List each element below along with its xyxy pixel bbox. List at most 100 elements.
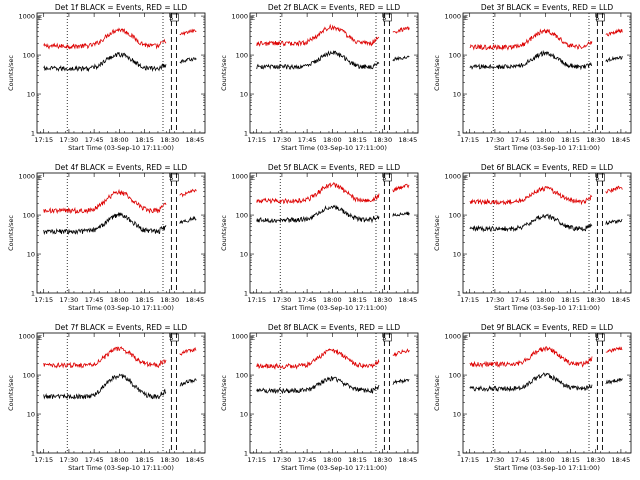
series-lld-line xyxy=(43,346,167,369)
series-lld-line-tail xyxy=(179,188,197,198)
series-events-line-tail xyxy=(605,378,623,385)
series-lld-line-tail xyxy=(605,185,623,194)
y-tick-label: 1000 xyxy=(444,12,461,20)
x-tick-label: 17:30 xyxy=(60,136,79,144)
y-tick-label: 100 xyxy=(449,51,461,59)
plot-frame xyxy=(249,12,419,134)
x-tick-label: 17:30 xyxy=(486,296,505,304)
y-tick-label: 1 xyxy=(457,449,461,457)
x-tick-label: 17:45 xyxy=(511,296,530,304)
series-lld-line xyxy=(256,182,380,205)
corner-mark-e: E xyxy=(38,334,42,342)
y-tick-label: 1 xyxy=(244,289,248,297)
series-events-line xyxy=(469,372,593,393)
x-tick-label: 18:45 xyxy=(186,456,205,464)
x-tick-label: 18:30 xyxy=(373,456,392,464)
y-tick-label: 1 xyxy=(31,129,35,137)
x-tick-label: 18:45 xyxy=(612,136,631,144)
x-tick-label: 17:45 xyxy=(298,136,317,144)
y-tick-label: 1000 xyxy=(231,12,248,20)
detector-panel-3: Det 3f BLACK = Events, RED = LLDES110100… xyxy=(426,0,639,160)
plot-frame xyxy=(36,332,206,454)
x-tick-label: 18:45 xyxy=(399,456,418,464)
x-tick-label: 17:45 xyxy=(85,136,104,144)
y-tick-label: 1000 xyxy=(231,332,248,340)
plot-frame xyxy=(36,172,206,294)
x-tick-label: 18:15 xyxy=(561,296,580,304)
x-tick-label: 17:45 xyxy=(85,296,104,304)
y-tick-label: 100 xyxy=(23,51,35,59)
series-lld-line xyxy=(469,28,593,51)
y-tick-label: 10 xyxy=(27,410,35,418)
detector-panel-5: Det 5f BLACK = Events, RED = LLDES110100… xyxy=(213,160,426,320)
series-lld-line-tail xyxy=(392,348,410,358)
series-events-line xyxy=(469,213,593,233)
x-tick-label: 18:15 xyxy=(348,456,367,464)
x-tick-label: 18:00 xyxy=(110,136,129,144)
x-tick-label: 18:30 xyxy=(586,296,605,304)
series-events-line xyxy=(469,49,593,71)
y-axis-label: Counts/sec xyxy=(7,215,15,251)
y-tick-label: 1000 xyxy=(18,332,35,340)
x-tick-label: 17:15 xyxy=(460,136,479,144)
chart-title: Det 3f BLACK = Events, RED = LLD xyxy=(481,3,614,12)
plot-frame xyxy=(462,172,632,294)
y-tick-label: 100 xyxy=(449,211,461,219)
y-tick-label: 10 xyxy=(27,250,35,258)
x-tick-label: 18:45 xyxy=(399,136,418,144)
plot-frame xyxy=(36,12,206,134)
chart-title: Det 4f BLACK = Events, RED = LLD xyxy=(55,163,188,172)
y-tick-label: 100 xyxy=(236,211,248,219)
series-events-line-tail xyxy=(179,57,197,64)
corner-box xyxy=(596,13,605,22)
x-tick-label: 17:45 xyxy=(511,136,530,144)
y-tick-label: 1 xyxy=(457,289,461,297)
x-tick-label: 18:15 xyxy=(348,296,367,304)
x-tick-label: 18:15 xyxy=(135,136,154,144)
series-lld-line xyxy=(256,23,380,47)
x-tick-label: 17:30 xyxy=(486,136,505,144)
y-axis-label: Counts/sec xyxy=(7,55,15,91)
series-events-line-tail xyxy=(179,378,197,387)
x-tick-label: 17:15 xyxy=(247,456,266,464)
y-tick-label: 1000 xyxy=(231,172,248,180)
chart-svg: Det 9f BLACK = Events, RED = LLDES110100… xyxy=(433,323,632,472)
y-tick-label: 1 xyxy=(31,449,35,457)
corner-mark-e: E xyxy=(38,14,42,22)
x-tick-label: 17:30 xyxy=(273,456,292,464)
y-tick-label: 1000 xyxy=(444,332,461,340)
series-lld-line-tail xyxy=(179,347,197,356)
series-lld-line-tail xyxy=(605,346,623,354)
x-tick-label: 18:45 xyxy=(186,136,205,144)
chart-svg: Det 1f BLACK = Events, RED = LLDES110100… xyxy=(7,3,206,152)
x-tick-label: 17:15 xyxy=(34,136,53,144)
x-tick-label: 17:15 xyxy=(34,456,53,464)
x-tick-label: 18:45 xyxy=(612,296,631,304)
x-axis-label: Start Time (03-Sep-10 17:11:00) xyxy=(281,144,387,152)
y-tick-label: 1 xyxy=(244,449,248,457)
x-tick-label: 18:30 xyxy=(160,456,179,464)
corner-mark-e: E xyxy=(251,334,255,342)
x-tick-label: 18:15 xyxy=(561,136,580,144)
series-events-line-tail xyxy=(392,211,410,217)
chart-svg: Det 6f BLACK = Events, RED = LLDES110100… xyxy=(433,163,632,312)
x-tick-label: 17:15 xyxy=(247,296,266,304)
plot-frame xyxy=(462,12,632,134)
x-axis-label: Start Time (03-Sep-10 17:11:00) xyxy=(68,464,174,472)
series-lld-line xyxy=(256,348,380,370)
y-axis-label: Counts/sec xyxy=(433,375,441,411)
y-tick-label: 10 xyxy=(453,250,461,258)
y-tick-label: 10 xyxy=(240,250,248,258)
chart-title: Det 6f BLACK = Events, RED = LLD xyxy=(481,163,614,172)
x-tick-label: 17:30 xyxy=(60,456,79,464)
x-tick-label: 17:30 xyxy=(486,456,505,464)
corner-box xyxy=(170,13,179,22)
detector-panel-4: Det 4f BLACK = Events, RED = LLDES110100… xyxy=(0,160,213,320)
detector-panel-1: Det 1f BLACK = Events, RED = LLDES110100… xyxy=(0,0,213,160)
x-tick-label: 17:30 xyxy=(60,296,79,304)
corner-box xyxy=(596,173,605,182)
chart-svg: Det 4f BLACK = Events, RED = LLDES110100… xyxy=(7,163,206,312)
y-tick-label: 100 xyxy=(23,371,35,379)
x-tick-label: 18:00 xyxy=(110,296,129,304)
